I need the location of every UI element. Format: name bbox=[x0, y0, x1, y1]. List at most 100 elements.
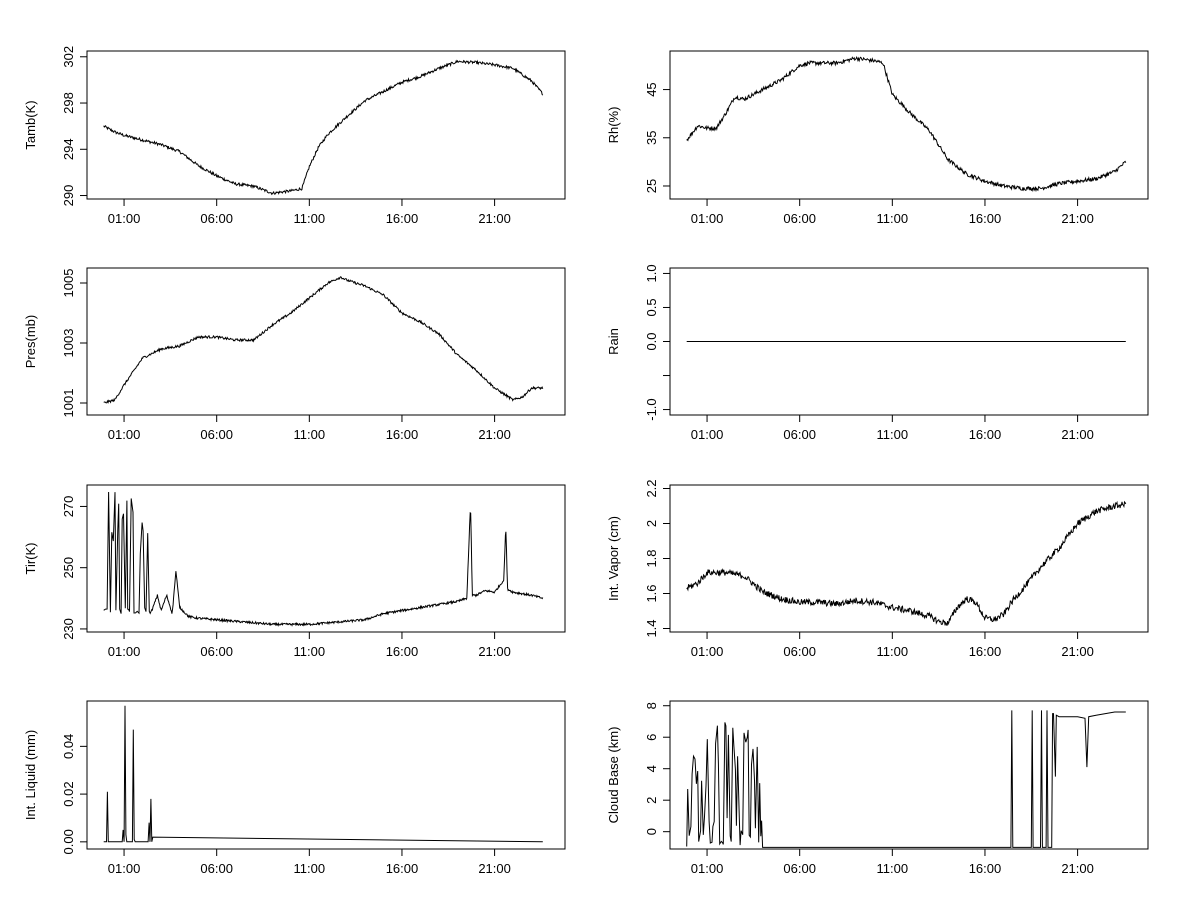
y-tick-label: 302 bbox=[61, 46, 76, 68]
y-axis-label: Pres(mb) bbox=[23, 315, 38, 368]
y-tick-label: 0.5 bbox=[644, 298, 659, 316]
y-axis-label: Tamb(K) bbox=[23, 100, 38, 149]
x-tick-label: 21:00 bbox=[1061, 861, 1094, 876]
plot-frame bbox=[86, 267, 566, 416]
plot-frame bbox=[86, 484, 566, 633]
y-tick-label: 0.04 bbox=[61, 734, 76, 759]
x-tick-label: 01:00 bbox=[108, 211, 141, 226]
series-line bbox=[103, 59, 544, 196]
x-tick-label: 01:00 bbox=[691, 861, 724, 876]
x-tick-label: 01:00 bbox=[691, 427, 724, 442]
panel-8: 01:00 06:00 11:00 16:00 21:00 0 2 4 6 8 Cloud Base… bbox=[606, 700, 1149, 876]
x-tick-label: 11:00 bbox=[294, 427, 326, 442]
x-tick-label: 01:00 bbox=[108, 861, 141, 876]
x-tick-label: 11:00 bbox=[294, 644, 326, 659]
y-tick-label: 1.0 bbox=[644, 264, 659, 282]
panel-3: 01:00 06:00 11:00 16:00 21:00 1001 1003 1005 Pre… bbox=[23, 267, 566, 442]
y-tick-label: 250 bbox=[61, 557, 76, 579]
y-axis-label: Cloud Base (km) bbox=[606, 727, 621, 824]
y-tick-label: 0.00 bbox=[61, 829, 76, 854]
x-tick-label: 21:00 bbox=[1061, 427, 1094, 442]
y-tick-label: 2 bbox=[644, 520, 659, 527]
x-tick-label: 16:00 bbox=[386, 427, 419, 442]
plot-frame bbox=[86, 50, 566, 200]
x-tick-label: 11:00 bbox=[294, 211, 326, 226]
y-axis-label: Int. Vapor (cm) bbox=[606, 516, 621, 601]
y-tick-label: 45 bbox=[644, 82, 659, 96]
x-tick-label: 21:00 bbox=[478, 211, 511, 226]
series-line bbox=[103, 491, 544, 627]
y-tick-label: 1003 bbox=[61, 329, 76, 358]
x-tick-label: 06:00 bbox=[200, 427, 233, 442]
x-tick-label: 01:00 bbox=[108, 644, 141, 659]
y-tick-label: 270 bbox=[61, 496, 76, 518]
series-line bbox=[686, 55, 1127, 193]
x-tick-label: 06:00 bbox=[783, 427, 816, 442]
x-tick-label: 16:00 bbox=[386, 211, 419, 226]
x-tick-label: 01:00 bbox=[691, 644, 724, 659]
x-tick-label: 16:00 bbox=[969, 427, 1002, 442]
y-tick-label: 1.4 bbox=[644, 619, 659, 637]
x-tick-label: 06:00 bbox=[783, 861, 816, 876]
x-tick-label: 06:00 bbox=[783, 644, 816, 659]
y-tick-label: -1.0 bbox=[644, 398, 659, 420]
series-line bbox=[103, 276, 544, 404]
x-tick-label: 21:00 bbox=[478, 861, 511, 876]
y-tick-label: 0 bbox=[644, 828, 659, 835]
y-tick-label: 35 bbox=[644, 131, 659, 145]
y-axis-label: Rain bbox=[606, 328, 621, 355]
x-tick-label: 16:00 bbox=[969, 644, 1002, 659]
y-tick-label: 2 bbox=[644, 797, 659, 804]
y-axis-label: Rh(%) bbox=[606, 107, 621, 144]
series-line bbox=[686, 710, 1126, 848]
y-tick-label: 4 bbox=[644, 765, 659, 772]
y-tick-label: 1.6 bbox=[644, 584, 659, 602]
x-tick-label: 01:00 bbox=[108, 427, 141, 442]
y-tick-label: 298 bbox=[61, 92, 76, 114]
y-tick-label: 1001 bbox=[61, 389, 76, 418]
y-tick-label: 25 bbox=[644, 179, 659, 193]
x-tick-label: 21:00 bbox=[1061, 211, 1094, 226]
x-tick-label: 16:00 bbox=[386, 861, 419, 876]
panel-7: 01:00 06:00 11:00 16:00 21:00 0.00 0.02 0.04 Int… bbox=[23, 700, 566, 876]
x-tick-label: 21:00 bbox=[478, 644, 511, 659]
y-tick-label: 1005 bbox=[61, 269, 76, 298]
y-tick-label: 294 bbox=[61, 138, 76, 160]
panel-6: 01:00 06:00 11:00 16:00 21:00 1.4 1.6 1.8 2 2.2 In… bbox=[606, 479, 1149, 659]
x-tick-label: 06:00 bbox=[783, 211, 816, 226]
y-tick-label: 230 bbox=[61, 618, 76, 640]
x-tick-label: 16:00 bbox=[386, 644, 419, 659]
y-tick-label: 290 bbox=[61, 185, 76, 207]
x-tick-label: 11:00 bbox=[877, 644, 909, 659]
x-tick-label: 11:00 bbox=[877, 427, 909, 442]
y-tick-label: 1.8 bbox=[644, 549, 659, 567]
panel-2: 01:00 06:00 11:00 16:00 21:00 25 35 45 Rh(%) bbox=[606, 50, 1149, 226]
x-tick-label: 06:00 bbox=[200, 861, 233, 876]
y-tick-label: 0.02 bbox=[61, 781, 76, 806]
series-line bbox=[686, 500, 1127, 626]
plot-frame bbox=[669, 50, 1149, 200]
y-tick-label: 2.2 bbox=[644, 479, 659, 497]
x-tick-label: 06:00 bbox=[200, 644, 233, 659]
x-tick-label: 06:00 bbox=[200, 211, 233, 226]
panel-5: 01:00 06:00 11:00 16:00 21:00 230 250 270 Tir(K) bbox=[23, 484, 566, 659]
plot-frame bbox=[669, 700, 1149, 850]
y-axis-label: Int. Liquid (mm) bbox=[23, 730, 38, 820]
x-tick-label: 01:00 bbox=[691, 211, 724, 226]
series-line bbox=[103, 705, 543, 843]
panel-1: 01:00 06:00 11:00 16:00 21:00 290 294 298 302 Tam… bbox=[23, 46, 566, 226]
x-tick-label: 11:00 bbox=[877, 861, 909, 876]
x-tick-label: 21:00 bbox=[1061, 644, 1094, 659]
y-axis-label: Tir(K) bbox=[23, 542, 38, 574]
x-tick-label: 16:00 bbox=[969, 211, 1002, 226]
y-tick-label: 8 bbox=[644, 702, 659, 709]
x-tick-label: 21:00 bbox=[478, 427, 511, 442]
y-tick-label: 6 bbox=[644, 734, 659, 741]
plot-frame bbox=[86, 700, 566, 850]
x-tick-label: 11:00 bbox=[877, 211, 909, 226]
x-tick-label: 11:00 bbox=[294, 861, 326, 876]
x-tick-label: 16:00 bbox=[969, 861, 1002, 876]
y-tick-label: 0.0 bbox=[644, 332, 659, 350]
panel-4: 01:00 06:00 11:00 16:00 21:00 -1.0 0.0 0.5 1.0 Ra… bbox=[606, 264, 1149, 442]
